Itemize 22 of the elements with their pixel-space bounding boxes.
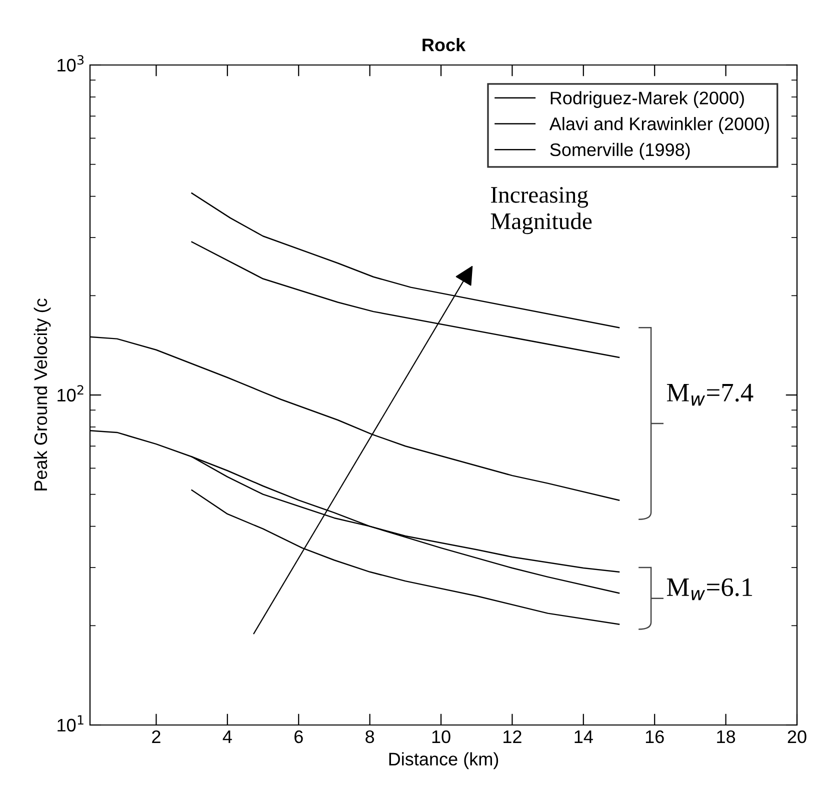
y-axis-title: Peak Ground Velocity (c bbox=[34, 298, 51, 490]
x-tick-label: 2 bbox=[152, 730, 160, 743]
x-tick-label: 14 bbox=[574, 730, 593, 743]
y-tick-label: 10$^{2}$ bbox=[58, 385, 84, 402]
chart-title: Rock bbox=[422, 38, 466, 52]
x-tick-label: 6 bbox=[294, 730, 303, 744]
x-axis-title: Distance (km) bbox=[389, 752, 498, 770]
annotation: M$_{w}$=6.1 bbox=[666, 578, 752, 600]
x-tick-label: 10 bbox=[432, 730, 450, 744]
legend-label: Somerville (1998) bbox=[550, 142, 690, 160]
annotation: Increasing Magnitude bbox=[490, 186, 592, 234]
y-tick-label: 10$^{3}$ bbox=[58, 55, 84, 72]
annotation: M$_{w}$=7.4 bbox=[666, 384, 754, 406]
x-tick-label: 4 bbox=[222, 730, 232, 743]
legend-label: Alavi and Krawinkler (2000) bbox=[549, 117, 770, 134]
x-tick-label: 12 bbox=[504, 730, 522, 743]
x-tick-label: 18 bbox=[717, 730, 736, 744]
legend-label: Rodriguez-Marek (2000) bbox=[550, 91, 744, 108]
x-tick-label: 8 bbox=[366, 730, 374, 744]
x-tick-label: 20 bbox=[788, 730, 806, 744]
y-tick-label: 10$^{1}$ bbox=[58, 715, 84, 732]
x-tick-label: 16 bbox=[646, 730, 664, 744]
